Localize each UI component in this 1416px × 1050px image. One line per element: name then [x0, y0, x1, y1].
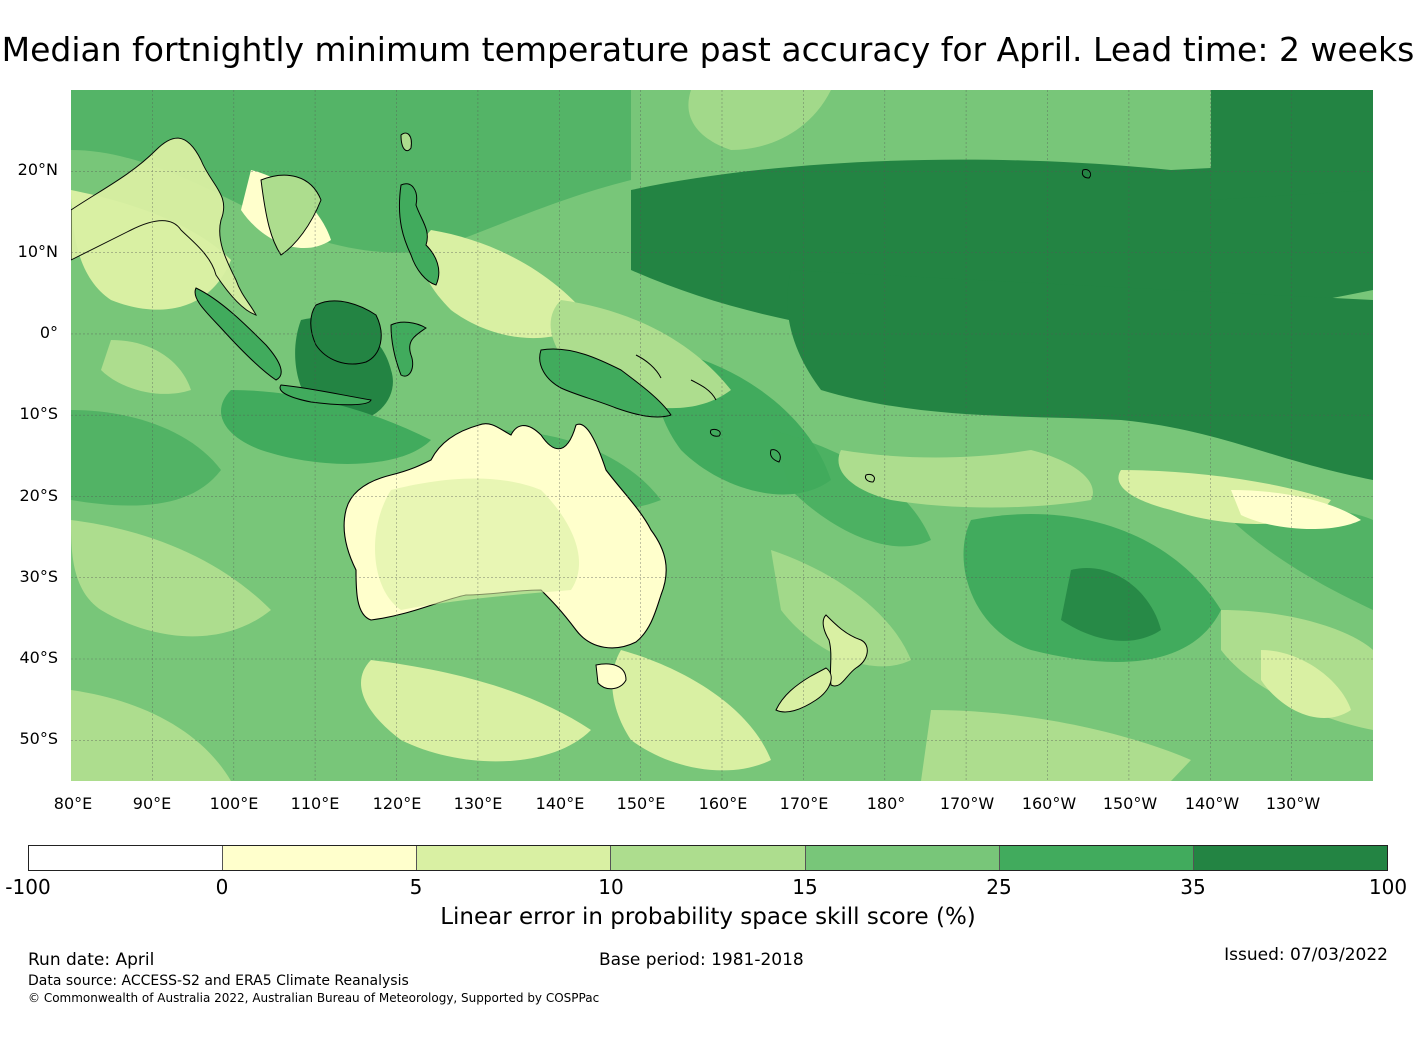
colorbar-tick: 0 — [215, 875, 229, 899]
lon-label-160w: 160°W — [1021, 794, 1077, 813]
lon-label-180: 180° — [866, 794, 906, 813]
copyright-notice: © Commonwealth of Australia 2022, Austra… — [28, 991, 600, 1005]
borneo-landmass — [310, 300, 382, 365]
colorbar-label: Linear error in probability space skill … — [440, 904, 976, 930]
lon-label-80e: 80°E — [53, 794, 93, 813]
colorbar-segment — [805, 846, 1000, 870]
lon-label-150w: 150°W — [1102, 794, 1158, 813]
base-period: Base period: 1981-2018 — [599, 950, 804, 970]
skill-score-map — [71, 90, 1373, 781]
colorbar-segment — [611, 846, 806, 870]
colorbar-tick: 35 — [1180, 875, 1206, 899]
data-source: Data source: ACCESS-S2 and ERA5 Climate … — [28, 973, 409, 989]
lon-label-160e: 160°E — [698, 794, 748, 813]
lon-label-100e: 100°E — [209, 794, 259, 813]
colorbar — [28, 845, 1388, 871]
lat-label-0: 0° — [39, 323, 58, 342]
colorbar-segment — [1193, 846, 1387, 870]
colorbar-segment — [223, 846, 418, 870]
issued-date: Issued: 07/03/2022 — [1224, 945, 1388, 965]
lon-label-140e: 140°E — [535, 794, 585, 813]
lon-label-150e: 150°E — [616, 794, 666, 813]
lon-label-140w: 140°W — [1184, 794, 1240, 813]
tasmania-landmass — [595, 663, 627, 690]
lon-label-110e: 110°E — [290, 794, 340, 813]
java-landmass — [279, 384, 372, 406]
lon-label-120e: 120°E — [372, 794, 422, 813]
sumatra-landmass — [194, 287, 282, 381]
lat-label-30s: 30°S — [19, 567, 58, 586]
colorbar-tick: 25 — [986, 875, 1012, 899]
lat-label-40s: 40°S — [19, 648, 58, 667]
colorbar-segment — [29, 846, 224, 870]
lat-label-10s: 10°S — [19, 404, 58, 423]
lon-label-130w: 130°W — [1265, 794, 1321, 813]
lon-label-170w: 170°W — [939, 794, 995, 813]
colorbar-segment — [999, 846, 1194, 870]
lat-label-20n: 20°N — [17, 160, 58, 179]
map-title: Median fortnightly minimum temperature p… — [1, 30, 1415, 69]
lon-label-170e: 170°E — [779, 794, 829, 813]
lat-label-10n: 10°N — [17, 242, 58, 261]
map-gridlines — [71, 90, 1373, 781]
map-canvas — [71, 90, 1373, 781]
new-zealand-north-island — [822, 614, 868, 687]
new-guinea-landmass — [539, 348, 672, 418]
colorbar-tick: 10 — [598, 875, 624, 899]
new-zealand-south-island — [775, 667, 832, 713]
philippines-landmass — [398, 183, 440, 286]
colorbar-tick: 15 — [792, 875, 818, 899]
taiwan-landmass — [400, 132, 412, 152]
lat-label-50s: 50°S — [19, 729, 58, 748]
southeast-asia-landmass — [71, 137, 257, 316]
colorbar-tick: 100 — [1368, 875, 1408, 899]
lat-label-20s: 20°S — [19, 486, 58, 505]
skill-regions — [71, 90, 1373, 781]
colorbar-tick: -100 — [5, 875, 51, 899]
lon-label-90e: 90°E — [132, 794, 172, 813]
lon-label-130e: 130°E — [453, 794, 503, 813]
colorbar-tick: 5 — [409, 875, 423, 899]
colorbar-segment — [417, 846, 612, 870]
run-date: Run date: April — [28, 950, 155, 970]
